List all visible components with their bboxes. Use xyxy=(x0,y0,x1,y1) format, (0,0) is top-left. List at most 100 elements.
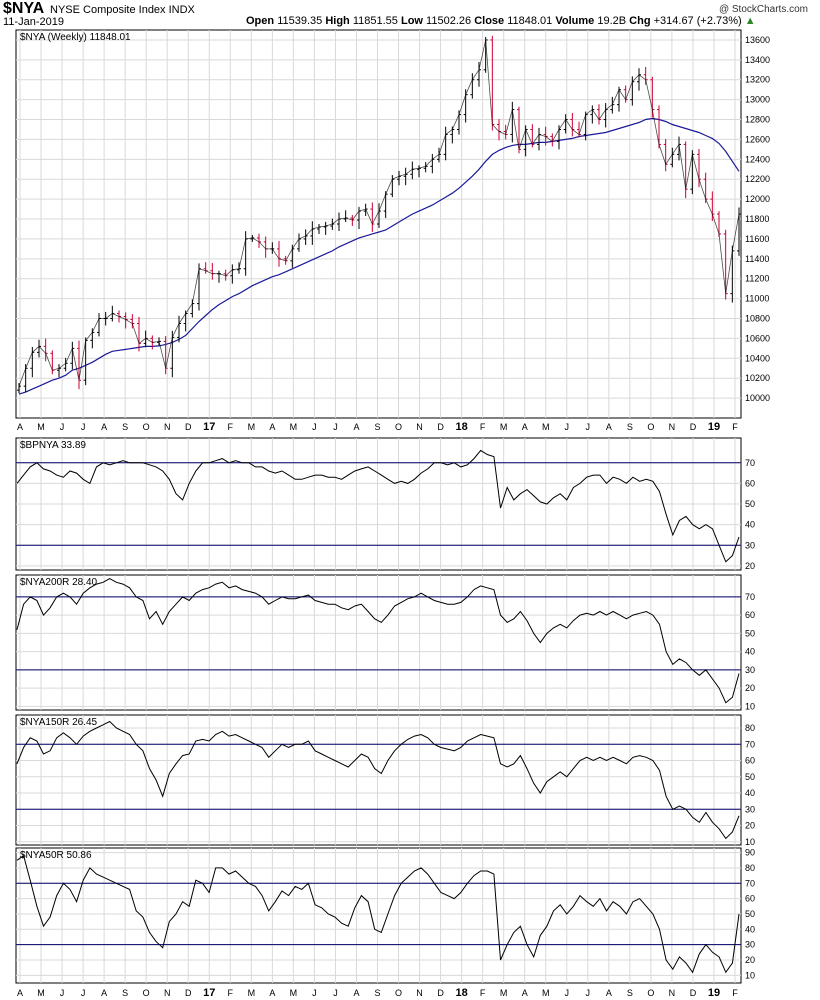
y-tick-label: 30 xyxy=(745,940,755,950)
y-tick-label: 40 xyxy=(745,788,755,798)
y-tick-label: 50 xyxy=(745,499,755,509)
x-axis-label: F xyxy=(732,988,738,998)
y-tick-label: 13000 xyxy=(745,95,770,105)
y-tick-label: 80 xyxy=(745,863,755,873)
y-tick-label: 10 xyxy=(745,701,755,711)
panel-legend: $NYA50R 50.86 xyxy=(20,850,92,861)
y-tick-label: 10 xyxy=(745,837,755,847)
y-tick-label: 70 xyxy=(745,739,755,749)
y-tick-label: 40 xyxy=(745,647,755,657)
x-axis-label: N xyxy=(416,988,423,998)
y-tick-label: 10800 xyxy=(745,314,770,324)
x-axis-label: A xyxy=(17,422,23,432)
x-axis-label: M xyxy=(500,988,508,998)
x-axis-label: S xyxy=(374,988,380,998)
close-value: 11848.01 xyxy=(507,15,553,27)
x-axis-label: A xyxy=(269,422,275,432)
high-label: High xyxy=(325,15,350,27)
y-tick-label: 30 xyxy=(745,804,755,814)
x-axis-label: M xyxy=(37,988,45,998)
y-tick-label: 60 xyxy=(745,478,755,488)
y-tick-label: 12000 xyxy=(745,194,770,204)
x-axis-label: 19 xyxy=(708,987,720,999)
y-tick-label: 13400 xyxy=(745,55,770,65)
y-tick-label: 70 xyxy=(745,878,755,888)
panel-frame xyxy=(15,714,742,846)
y-tick-label: 10000 xyxy=(745,393,770,403)
y-tick-label: 11400 xyxy=(745,254,769,264)
x-axis-label: M xyxy=(290,988,298,998)
close-label: Close xyxy=(474,15,505,27)
x-axis-label: O xyxy=(647,988,654,998)
x-axis-label: M xyxy=(37,422,45,432)
x-axis-label: S xyxy=(627,988,633,998)
y-tick-label: 12400 xyxy=(745,154,770,164)
open-label: Open xyxy=(246,15,275,27)
x-axis-label: N xyxy=(164,422,171,432)
x-axis-label: O xyxy=(395,988,402,998)
y-tick-label: 20 xyxy=(745,955,755,965)
y-tick-label: 12600 xyxy=(745,134,770,144)
y-tick-label: 11200 xyxy=(745,274,769,284)
y-tick-label: 30 xyxy=(745,665,755,675)
x-axis-label: J xyxy=(60,988,65,998)
x-axis-label: D xyxy=(185,988,192,998)
x-axis-label: F xyxy=(480,988,486,998)
x-axis-label: M xyxy=(248,422,256,432)
date-label: 11-Jan-2019 xyxy=(3,16,64,28)
y-tick-label: 11000 xyxy=(745,294,769,304)
x-axis-label: F xyxy=(228,988,234,998)
y-tick-label: 50 xyxy=(745,909,755,919)
x-axis-label: D xyxy=(437,988,444,998)
y-tick-label: 40 xyxy=(745,520,755,530)
x-axis-label: J xyxy=(586,422,591,432)
x-axis-label: J xyxy=(586,988,591,998)
volume-value: 19.2B xyxy=(597,15,627,27)
y-tick-label: 13600 xyxy=(745,35,770,45)
x-axis-label: D xyxy=(690,988,697,998)
y-tick-label: 40 xyxy=(745,924,755,934)
x-axis-label: J xyxy=(333,422,338,432)
indicator-line xyxy=(16,449,740,563)
chg-label: Chg xyxy=(629,15,651,27)
indicator-line xyxy=(16,720,740,840)
x-axis-label: S xyxy=(122,988,128,998)
x-axis-label: M xyxy=(542,988,550,998)
x-axis-label: A xyxy=(522,988,528,998)
chart-header: $NYA NYSE Composite Index INDX xyxy=(0,0,820,17)
x-axis-label: A xyxy=(17,988,23,998)
y-tick-label: 30 xyxy=(745,540,755,550)
x-axis-label: O xyxy=(647,422,654,432)
panel-frame xyxy=(15,847,742,984)
y-tick-label: 12800 xyxy=(745,115,770,125)
x-axis-label: F xyxy=(732,422,738,432)
x-axis-label: J xyxy=(81,988,86,998)
y-tick-label: 10400 xyxy=(745,353,770,363)
y-tick-label: 50 xyxy=(745,772,755,782)
x-axis-label: 18 xyxy=(455,421,467,433)
volume-label: Volume xyxy=(555,15,595,27)
watermark: @ StockCharts.com xyxy=(718,4,808,15)
x-axis-label: D xyxy=(437,422,444,432)
x-axis-label: N xyxy=(669,422,676,432)
panel-legend: $NYA (Weekly) 11848.01 xyxy=(20,32,131,43)
indicator-line xyxy=(16,854,740,974)
x-axis-label: A xyxy=(101,988,107,998)
x-axis-label: 17 xyxy=(203,987,215,999)
y-tick-label: 20 xyxy=(745,821,755,831)
y-tick-label: 11800 xyxy=(745,214,769,224)
x-axis-label: O xyxy=(395,422,402,432)
open-value: 11539.35 xyxy=(277,15,323,27)
y-tick-label: 60 xyxy=(745,610,755,620)
y-tick-label: 90 xyxy=(745,848,755,858)
low-value: 11502.26 xyxy=(426,15,472,27)
y-tick-label: 60 xyxy=(745,756,755,766)
y-tick-label: 50 xyxy=(745,628,755,638)
x-axis-label: F xyxy=(480,422,486,432)
y-tick-label: 80 xyxy=(745,723,755,733)
x-axis-label: M xyxy=(542,422,550,432)
x-axis-label: M xyxy=(500,422,508,432)
x-axis-label: 17 xyxy=(203,421,215,433)
x-axis-label: A xyxy=(522,422,528,432)
